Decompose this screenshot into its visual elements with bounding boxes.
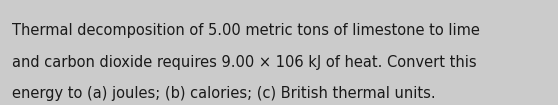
Text: and carbon dioxide requires 9.00 × 106 kJ of heat. Convert this: and carbon dioxide requires 9.00 × 106 k… (12, 55, 477, 70)
Text: energy to (a) joules; (b) calories; (c) British thermal units.: energy to (a) joules; (b) calories; (c) … (12, 86, 436, 101)
Text: Thermal decomposition of 5.00 metric tons of limestone to lime: Thermal decomposition of 5.00 metric ton… (12, 23, 480, 38)
